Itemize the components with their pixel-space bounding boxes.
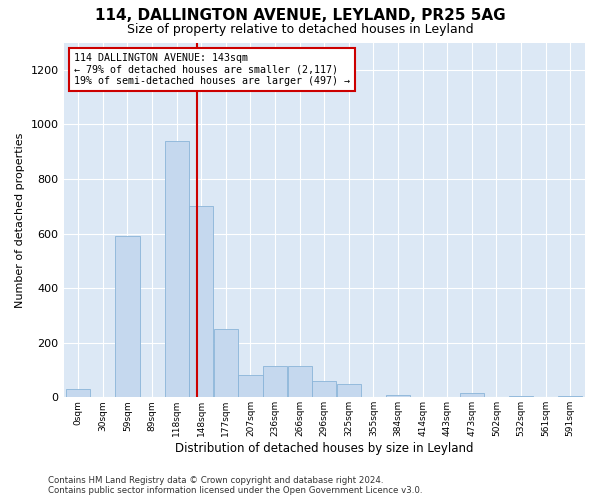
Text: 114, DALLINGTON AVENUE, LEYLAND, PR25 5AG: 114, DALLINGTON AVENUE, LEYLAND, PR25 5A…	[95, 8, 505, 22]
Bar	[312, 381, 337, 398]
Bar	[287, 366, 312, 398]
Bar	[189, 206, 214, 398]
Bar	[115, 236, 140, 398]
Bar	[509, 396, 533, 398]
Bar	[238, 376, 263, 398]
Text: Size of property relative to detached houses in Leyland: Size of property relative to detached ho…	[127, 22, 473, 36]
X-axis label: Distribution of detached houses by size in Leyland: Distribution of detached houses by size …	[175, 442, 473, 455]
Bar	[558, 396, 582, 398]
Bar	[263, 366, 287, 398]
Bar	[214, 329, 238, 398]
Bar	[66, 389, 91, 398]
Bar	[460, 393, 484, 398]
Y-axis label: Number of detached properties: Number of detached properties	[15, 132, 25, 308]
Bar	[386, 394, 410, 398]
Text: Contains HM Land Registry data © Crown copyright and database right 2024.
Contai: Contains HM Land Registry data © Crown c…	[48, 476, 422, 495]
Text: 114 DALLINGTON AVENUE: 143sqm
← 79% of detached houses are smaller (2,117)
19% o: 114 DALLINGTON AVENUE: 143sqm ← 79% of d…	[74, 53, 350, 86]
Bar	[337, 384, 361, 398]
Bar	[164, 141, 189, 398]
